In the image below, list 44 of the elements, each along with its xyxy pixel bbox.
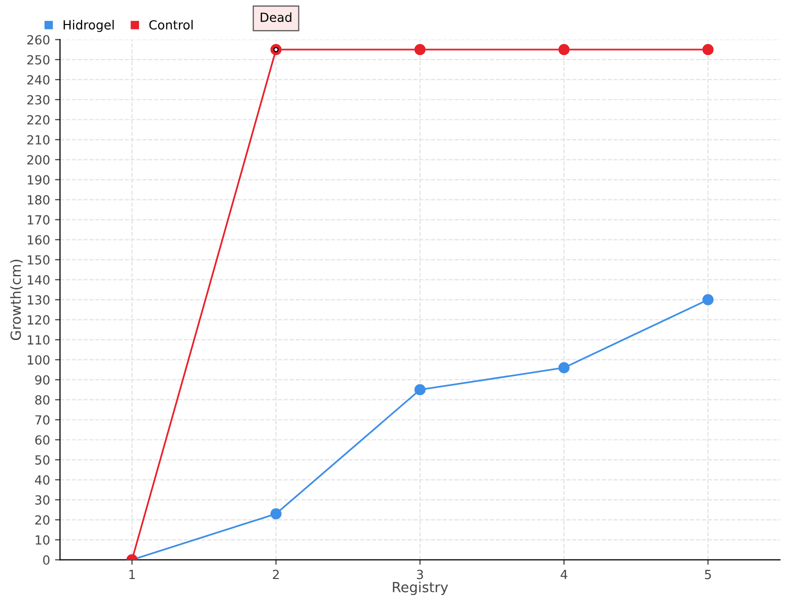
y-tick-label: 0	[43, 555, 50, 565]
y-tick-label: 100	[28, 355, 50, 365]
y-tick-label: 190	[28, 175, 50, 185]
y-tick-label: 80	[35, 395, 50, 405]
y-tick-label: 140	[28, 275, 50, 285]
legend-label: Hidrogel	[64, 20, 114, 32]
annotation: Dead	[260, 12, 292, 22]
y-tick-label: 20	[35, 515, 50, 525]
x-tick-label: 3	[416, 570, 423, 580]
y-tick-label: 210	[27, 135, 50, 145]
point	[558, 362, 570, 374]
y-tick-label: 250	[27, 55, 50, 65]
x-tick-label: 2	[272, 570, 279, 580]
y-tick-label: 30	[35, 495, 50, 505]
y-tick-label: 120	[28, 315, 50, 325]
y-tick-label: 200	[27, 155, 50, 165]
y-tick-label: 10	[36, 535, 50, 545]
y-tick-label: 260	[27, 35, 50, 45]
y-tick-label: 110	[28, 335, 50, 345]
y-axis-title: Growth(cm)	[10, 260, 23, 340]
x-axis-title: Registry	[392, 582, 448, 596]
y-tick-label: 50	[35, 455, 50, 465]
point	[702, 44, 714, 56]
point	[414, 384, 426, 396]
point	[702, 294, 714, 306]
point	[558, 44, 570, 56]
y-tick-label: 220	[27, 115, 50, 125]
x-tick-label: 4	[560, 570, 568, 580]
x-tick-label: 5	[704, 570, 711, 580]
y-tick-label: 70	[35, 415, 50, 425]
legend-label: Control	[149, 20, 193, 30]
y-tick-label: 130	[28, 295, 50, 305]
y-tick-label: 160	[28, 235, 50, 245]
y-tick-label: 150	[28, 255, 50, 265]
y-tick-label: 90	[35, 375, 50, 385]
point	[270, 508, 282, 520]
y-tick-label: 40	[34, 475, 50, 485]
y-tick-label: 180	[28, 195, 50, 205]
y-tick-label: 240	[27, 75, 50, 85]
x-tick-label: 1	[129, 570, 135, 580]
point	[414, 44, 426, 56]
y-tick-label: 230	[27, 95, 50, 105]
y-tick-label: 60	[35, 435, 50, 445]
y-tick-label: 170	[28, 215, 50, 225]
